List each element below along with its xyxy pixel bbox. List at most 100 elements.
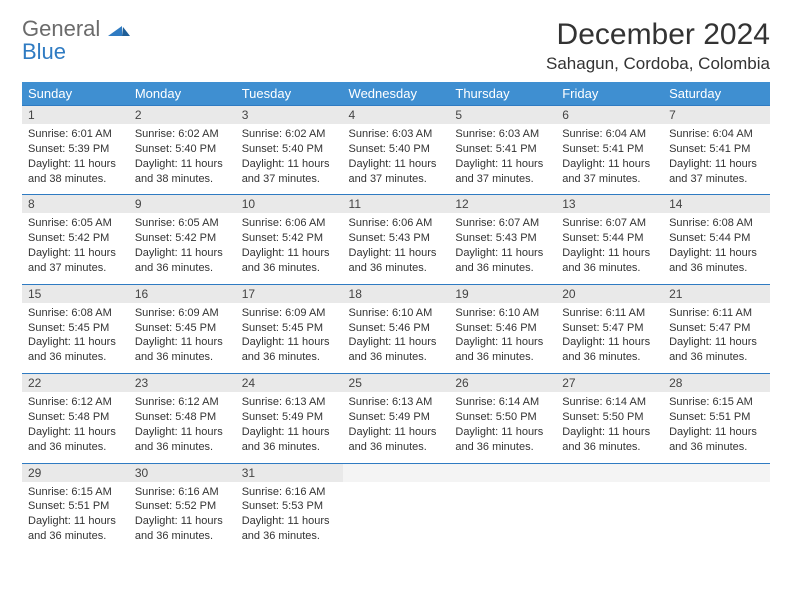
day-number-cell: 28 [663, 374, 770, 393]
day-body-cell: Sunrise: 6:05 AMSunset: 5:42 PMDaylight:… [129, 213, 236, 284]
daylight-line: Daylight: 11 hours and 36 minutes. [135, 425, 230, 455]
location: Sahagun, Cordoba, Colombia [546, 54, 770, 74]
sunset-line: Sunset: 5:40 PM [349, 142, 444, 157]
daylight-line: Daylight: 11 hours and 37 minutes. [669, 157, 764, 187]
sunrise-line: Sunrise: 6:07 AM [562, 216, 657, 231]
daylight-line: Daylight: 11 hours and 36 minutes. [242, 425, 337, 455]
day-body-cell: Sunrise: 6:13 AMSunset: 5:49 PMDaylight:… [343, 392, 450, 463]
day-body-cell: Sunrise: 6:04 AMSunset: 5:41 PMDaylight:… [663, 124, 770, 195]
daylight-line: Daylight: 11 hours and 37 minutes. [455, 157, 550, 187]
day-number-cell: 12 [449, 195, 556, 214]
day-number-cell: 31 [236, 463, 343, 482]
logo-text-general: General [22, 16, 100, 41]
sunset-line: Sunset: 5:40 PM [135, 142, 230, 157]
day-number-cell: 1 [22, 106, 129, 125]
daylight-line: Daylight: 11 hours and 36 minutes. [135, 514, 230, 544]
sunset-line: Sunset: 5:42 PM [242, 231, 337, 246]
day-body-cell: Sunrise: 6:09 AMSunset: 5:45 PMDaylight:… [236, 303, 343, 374]
daylight-line: Daylight: 11 hours and 36 minutes. [669, 246, 764, 276]
sunset-line: Sunset: 5:47 PM [669, 321, 764, 336]
day-body-cell: Sunrise: 6:01 AMSunset: 5:39 PMDaylight:… [22, 124, 129, 195]
sunrise-line: Sunrise: 6:03 AM [349, 127, 444, 142]
day-body-cell: Sunrise: 6:05 AMSunset: 5:42 PMDaylight:… [22, 213, 129, 284]
day-body-cell: Sunrise: 6:08 AMSunset: 5:44 PMDaylight:… [663, 213, 770, 284]
sunrise-line: Sunrise: 6:04 AM [562, 127, 657, 142]
sunrise-line: Sunrise: 6:15 AM [28, 485, 123, 500]
sunset-line: Sunset: 5:50 PM [562, 410, 657, 425]
day-number-cell: 16 [129, 284, 236, 303]
day-number-cell [663, 463, 770, 482]
daylight-line: Daylight: 11 hours and 36 minutes. [135, 246, 230, 276]
day-number-cell: 11 [343, 195, 450, 214]
daylight-line: Daylight: 11 hours and 36 minutes. [349, 246, 444, 276]
day-number-cell: 10 [236, 195, 343, 214]
sunset-line: Sunset: 5:43 PM [349, 231, 444, 246]
day-body-cell: Sunrise: 6:11 AMSunset: 5:47 PMDaylight:… [556, 303, 663, 374]
sunset-line: Sunset: 5:44 PM [669, 231, 764, 246]
sunrise-line: Sunrise: 6:13 AM [242, 395, 337, 410]
day-body-cell: Sunrise: 6:12 AMSunset: 5:48 PMDaylight:… [22, 392, 129, 463]
day-number-cell: 5 [449, 106, 556, 125]
day-number-cell: 9 [129, 195, 236, 214]
calendar-header: SundayMondayTuesdayWednesdayThursdayFrid… [22, 82, 770, 106]
logo-mark-icon [108, 23, 130, 40]
sunset-line: Sunset: 5:49 PM [349, 410, 444, 425]
day-body-cell: Sunrise: 6:10 AMSunset: 5:46 PMDaylight:… [343, 303, 450, 374]
sunset-line: Sunset: 5:41 PM [562, 142, 657, 157]
day-number-cell: 24 [236, 374, 343, 393]
daylight-line: Daylight: 11 hours and 37 minutes. [242, 157, 337, 187]
daylight-line: Daylight: 11 hours and 36 minutes. [455, 335, 550, 365]
sunrise-line: Sunrise: 6:10 AM [455, 306, 550, 321]
sunrise-line: Sunrise: 6:07 AM [455, 216, 550, 231]
sunset-line: Sunset: 5:39 PM [28, 142, 123, 157]
day-number-cell: 7 [663, 106, 770, 125]
day-body-cell: Sunrise: 6:03 AMSunset: 5:41 PMDaylight:… [449, 124, 556, 195]
sunrise-line: Sunrise: 6:06 AM [349, 216, 444, 231]
sunrise-line: Sunrise: 6:02 AM [135, 127, 230, 142]
day-number-cell: 14 [663, 195, 770, 214]
day-body-cell: Sunrise: 6:14 AMSunset: 5:50 PMDaylight:… [449, 392, 556, 463]
day-number-cell [343, 463, 450, 482]
day-number-cell: 27 [556, 374, 663, 393]
sunrise-line: Sunrise: 6:02 AM [242, 127, 337, 142]
day-number-cell: 23 [129, 374, 236, 393]
day-number-cell: 3 [236, 106, 343, 125]
sunrise-line: Sunrise: 6:14 AM [455, 395, 550, 410]
day-body-cell: Sunrise: 6:10 AMSunset: 5:46 PMDaylight:… [449, 303, 556, 374]
daylight-line: Daylight: 11 hours and 36 minutes. [562, 335, 657, 365]
sunset-line: Sunset: 5:50 PM [455, 410, 550, 425]
daylight-line: Daylight: 11 hours and 37 minutes. [28, 246, 123, 276]
sunset-line: Sunset: 5:48 PM [135, 410, 230, 425]
sunset-line: Sunset: 5:45 PM [28, 321, 123, 336]
weekday-header: Monday [129, 82, 236, 106]
day-body-cell: Sunrise: 6:06 AMSunset: 5:42 PMDaylight:… [236, 213, 343, 284]
sunset-line: Sunset: 5:42 PM [135, 231, 230, 246]
day-number-cell: 15 [22, 284, 129, 303]
sunrise-line: Sunrise: 6:06 AM [242, 216, 337, 231]
sunrise-line: Sunrise: 6:08 AM [669, 216, 764, 231]
day-number-cell: 19 [449, 284, 556, 303]
sunrise-line: Sunrise: 6:11 AM [562, 306, 657, 321]
sunrise-line: Sunrise: 6:11 AM [669, 306, 764, 321]
daylight-line: Daylight: 11 hours and 36 minutes. [562, 246, 657, 276]
sunset-line: Sunset: 5:45 PM [242, 321, 337, 336]
day-number-cell: 29 [22, 463, 129, 482]
day-number-cell [556, 463, 663, 482]
daylight-line: Daylight: 11 hours and 36 minutes. [562, 425, 657, 455]
day-body-cell: Sunrise: 6:09 AMSunset: 5:45 PMDaylight:… [129, 303, 236, 374]
weekday-header: Wednesday [343, 82, 450, 106]
daylight-line: Daylight: 11 hours and 36 minutes. [669, 425, 764, 455]
sunrise-line: Sunrise: 6:10 AM [349, 306, 444, 321]
day-number-cell: 2 [129, 106, 236, 125]
day-body-cell: Sunrise: 6:11 AMSunset: 5:47 PMDaylight:… [663, 303, 770, 374]
day-body-cell: Sunrise: 6:04 AMSunset: 5:41 PMDaylight:… [556, 124, 663, 195]
daylight-line: Daylight: 11 hours and 36 minutes. [349, 335, 444, 365]
sunrise-line: Sunrise: 6:09 AM [135, 306, 230, 321]
day-body-cell: Sunrise: 6:02 AMSunset: 5:40 PMDaylight:… [129, 124, 236, 195]
day-body-cell: Sunrise: 6:06 AMSunset: 5:43 PMDaylight:… [343, 213, 450, 284]
day-number-cell: 26 [449, 374, 556, 393]
sunset-line: Sunset: 5:53 PM [242, 499, 337, 514]
sunrise-line: Sunrise: 6:12 AM [135, 395, 230, 410]
day-body-cell: Sunrise: 6:12 AMSunset: 5:48 PMDaylight:… [129, 392, 236, 463]
sunrise-line: Sunrise: 6:13 AM [349, 395, 444, 410]
